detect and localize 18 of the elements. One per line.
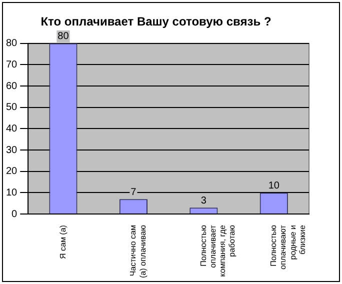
chart-title: Кто оплачивает Вашу сотовую связь ? — [40, 14, 272, 29]
x-tick-label: Полностью оплачивают родные и близкие — [269, 224, 307, 270]
x-tick-label: Частично сам (а) оплачиваю — [128, 225, 148, 278]
y-tick-label: 40 — [6, 123, 18, 134]
data-label: 7 — [130, 186, 137, 198]
y-tick-label: 80 — [6, 38, 18, 50]
x-tick-label: Я сам (а) — [58, 224, 68, 259]
y-tick-label: 30 — [6, 144, 18, 156]
y-tick-label: 20 — [6, 166, 18, 178]
data-label: 80 — [58, 31, 70, 42]
y-tick-label: 50 — [6, 102, 18, 114]
y-tick-label: 10 — [6, 187, 18, 198]
y-tick-label: 60 — [6, 80, 18, 92]
data-label: 10 — [268, 180, 280, 192]
y-tick-label: 0 — [12, 208, 18, 220]
data-label: 3 — [200, 195, 207, 206]
y-tick-label: 70 — [6, 59, 18, 70]
x-tick-label: Полностью оплачивает компания, где работаю — [198, 224, 237, 277]
